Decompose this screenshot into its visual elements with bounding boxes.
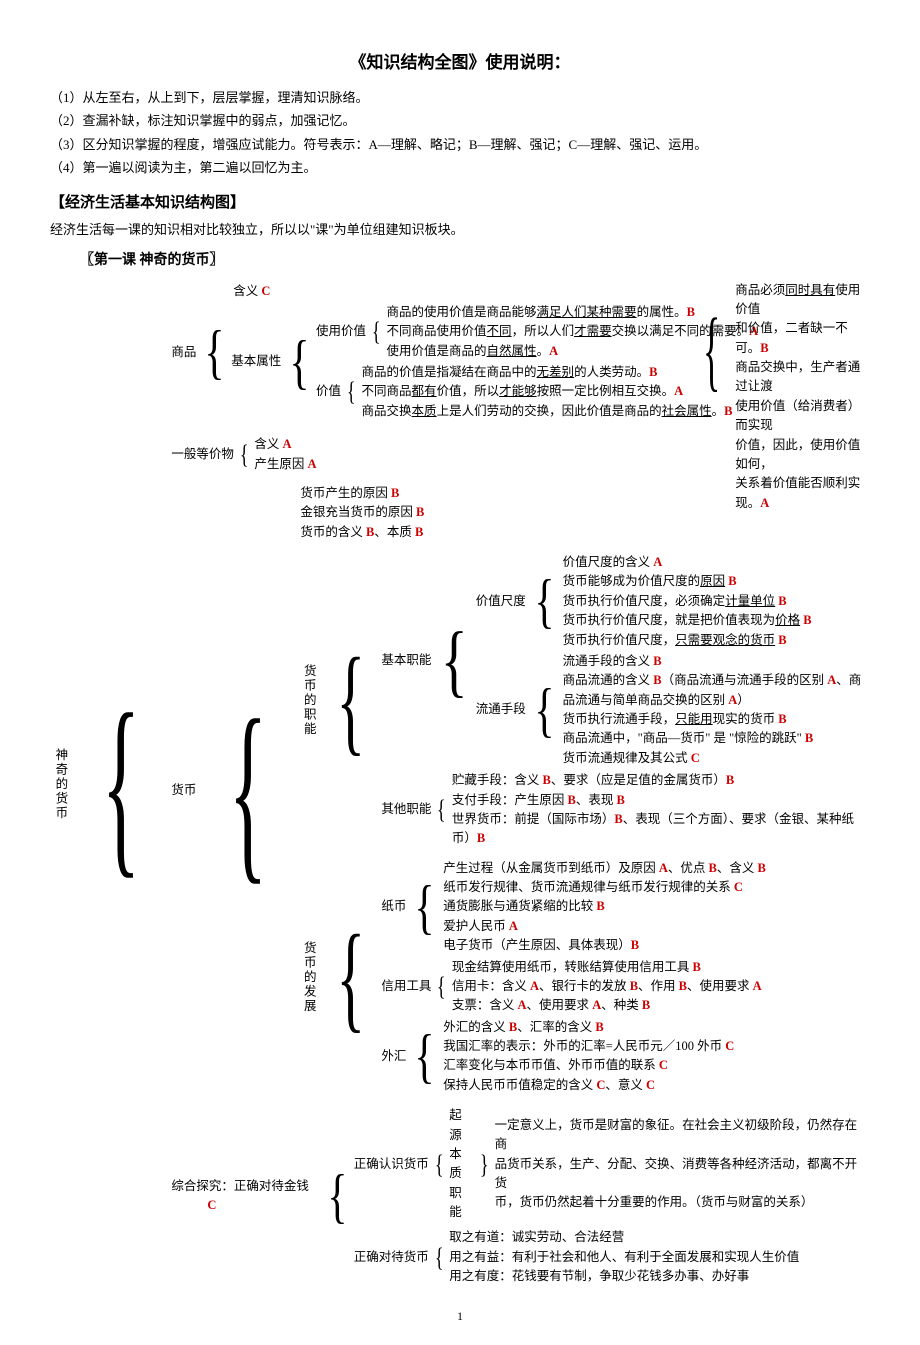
page-number: 1	[50, 1307, 870, 1325]
root-label: 神奇的货币	[50, 748, 71, 821]
page-title: 《知识结构全图》使用说明：	[50, 50, 870, 76]
instruction-3: （3）区分知识掌握的程度，增强应试能力。符号表示：A—理解、略记；B—理解、强记…	[50, 135, 870, 155]
lesson-title: 〖第一课 神奇的货币〗	[80, 250, 870, 271]
tree-diagram: { 商品必须同时具有使用价值 和价值，二者缺一不可。B 商品交换中，生产者通过让…	[50, 281, 870, 1289]
instruction-1: （1）从左至右，从上到下，层层掌握，理清知识脉络。	[50, 88, 870, 108]
zhineng-node: 货币的职能 { 基本职能 { 价值尺度 {	[298, 551, 870, 850]
intro-text: 经济生活每一课的知识相对比较独立，所以以"课"为单位组建知识板块。	[50, 220, 870, 240]
zhtj-node: 综合探究：正确对待金钱C { 正确认识货币 { 起源 本质 职能 } 一定意义上…	[171, 1105, 870, 1287]
huobi-node: 货币 { 货币产生的原因 B 金银充当货币的原因 B 货币的含义 B、本质 B …	[171, 484, 870, 1097]
instruction-4: （4）第一遍以阅读为主，第二遍以回忆为主。	[50, 158, 870, 178]
side-note: { 商品必须同时具有使用价值 和价值，二者缺一不可。B 商品交换中，生产者通过让…	[690, 281, 870, 514]
section-heading: 【经济生活基本知识结构图】	[50, 192, 870, 215]
fazhan-node: 货币的发展 { 纸币 { 产生过程（从金属货币到纸币）及原因 A、优点 B、含义…	[298, 858, 870, 1097]
instruction-2: （2）查漏补缺，标注知识掌握中的弱点，加强记忆。	[50, 111, 870, 131]
